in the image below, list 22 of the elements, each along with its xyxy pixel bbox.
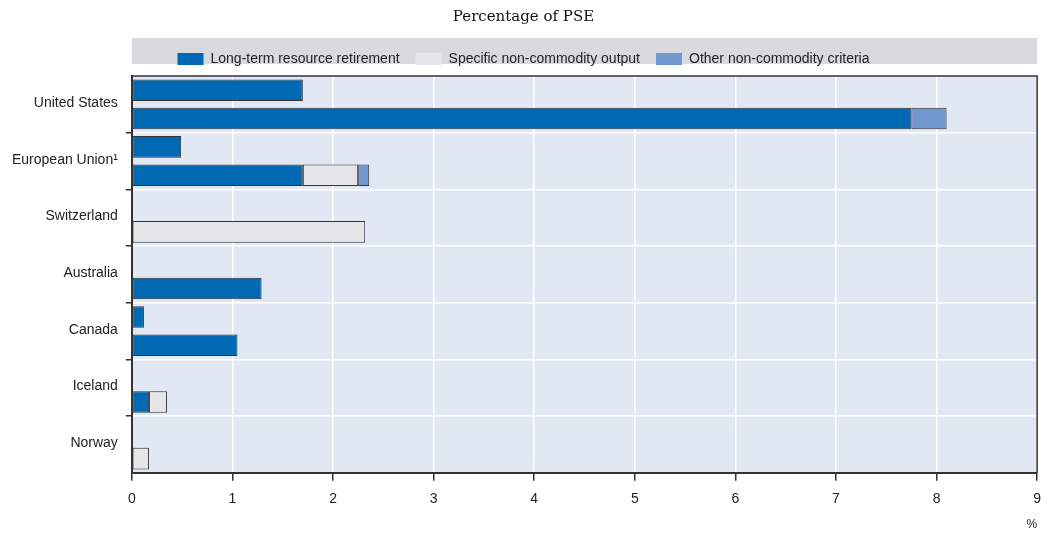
x-tick-label: 1: [228, 490, 237, 507]
x-tick-label: 5: [630, 490, 639, 507]
legend-label: Specific non-commodity output: [448, 49, 641, 66]
y-tick-label: Norway: [70, 434, 118, 451]
x-axis-title: %: [1026, 517, 1038, 532]
x-tick-label: 9: [1033, 490, 1042, 507]
y-tick-label: European Union¹: [11, 150, 119, 167]
x-tick-label: 3: [429, 490, 438, 507]
legend-label: Long-term resource retirement: [210, 49, 400, 66]
y-tick-label: Australia: [63, 264, 119, 281]
y-tick-label: Switzerland: [45, 207, 118, 224]
x-tick-label: 4: [530, 490, 539, 507]
legend-label: Other non-commodity criteria: [689, 49, 870, 66]
y-tick-label: Canada: [68, 320, 119, 337]
x-tick-label: 8: [932, 490, 941, 507]
chart-title: Percentage of PSE: [452, 6, 595, 25]
y-tick-label: United States: [33, 94, 118, 111]
x-tick-label: 0: [127, 490, 136, 507]
x-tick-label: 2: [329, 490, 338, 507]
y-tick-label: Iceland: [72, 377, 118, 394]
x-tick-label: 7: [832, 490, 841, 507]
x-tick-label: 6: [731, 490, 740, 507]
